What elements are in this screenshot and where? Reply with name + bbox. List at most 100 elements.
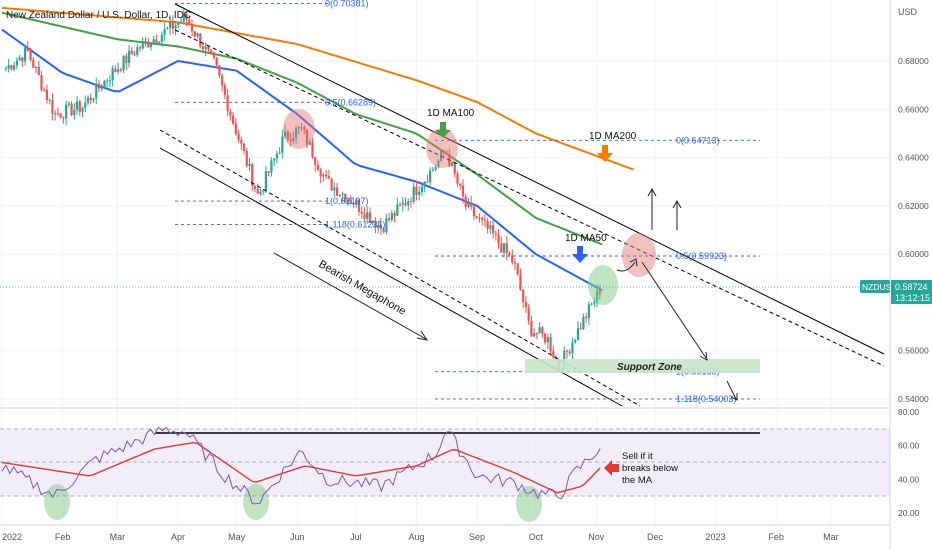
candle-body — [311, 141, 314, 158]
fib-label: 0(0.64713) — [676, 135, 720, 145]
candle-body — [114, 68, 117, 72]
x-tick-label: Sep — [469, 532, 485, 542]
candle-body — [472, 206, 476, 217]
candle-body — [158, 41, 161, 43]
megaphone-upper-line — [174, 3, 885, 355]
candle-body — [593, 301, 596, 304]
candle-body — [412, 186, 415, 202]
candle-body — [7, 65, 10, 69]
candle-body — [508, 252, 511, 256]
ma200-label: 1D MA200 — [589, 131, 637, 142]
candle-body — [303, 127, 306, 130]
candle-body — [95, 83, 98, 99]
candle-body — [166, 27, 169, 30]
ma-line-1d-ma200 — [1, 6, 634, 171]
curve-arrowhead — [629, 258, 638, 267]
rsi-y-tick-label: 80.00 — [898, 407, 920, 417]
candle-body — [117, 69, 120, 72]
drop-arrowhead-1 — [699, 351, 708, 361]
rsi-band — [0, 429, 890, 496]
candle-body — [497, 234, 500, 244]
candle-body — [122, 55, 125, 71]
x-tick-labels: 2022 Feb Mar Apr May Jun Jul Aug Sep Oct Nov Dec 202… — [0, 524, 890, 542]
candle-body — [185, 13, 188, 20]
candle-body — [215, 57, 218, 66]
rsi-low-circle-may — [243, 484, 269, 520]
candle-body — [242, 143, 246, 152]
candle-body — [278, 152, 281, 154]
candle-body — [89, 97, 92, 101]
candle-body — [294, 128, 298, 138]
candle-body — [382, 228, 385, 233]
candle-body — [368, 212, 372, 223]
y-tick-label: 0.56000 — [898, 346, 929, 356]
x-tick-label: Nov — [588, 532, 605, 542]
megaphone-upper-dashed — [174, 29, 885, 367]
candle-body — [210, 49, 213, 53]
candle-body — [237, 133, 240, 140]
candle-body — [125, 55, 128, 63]
candle-body — [26, 47, 29, 51]
candle-body — [516, 263, 519, 275]
candle-body — [273, 158, 276, 161]
candle-body — [355, 199, 358, 205]
candle-body — [155, 39, 158, 43]
candle-body — [349, 199, 352, 204]
candle-body — [305, 129, 309, 145]
candle-body — [437, 160, 440, 168]
candle-body — [587, 304, 590, 319]
y-tick-label: 0.54000 — [898, 394, 929, 404]
candle-body — [478, 217, 481, 219]
candle-body — [500, 243, 503, 253]
candle-body — [330, 178, 333, 191]
candle-body — [196, 33, 199, 37]
candle-body — [119, 69, 122, 71]
candle-body — [160, 34, 164, 42]
candle-body — [169, 21, 172, 28]
candle-body — [314, 157, 317, 165]
resistance-circle-jun — [283, 109, 315, 149]
candle-body — [234, 123, 237, 134]
candle-body — [505, 243, 508, 253]
candle-body — [245, 151, 248, 166]
candle-body — [467, 202, 470, 207]
candle-body — [283, 131, 287, 137]
candle-body — [519, 274, 522, 290]
candle-body — [21, 57, 24, 62]
candle-body — [344, 193, 347, 202]
candle-body — [286, 131, 289, 140]
candle-body — [32, 59, 35, 68]
candle-body — [442, 151, 445, 153]
candle-body — [130, 50, 133, 55]
candle-body — [363, 213, 366, 219]
candle-body — [67, 103, 70, 105]
candle-body — [538, 327, 541, 334]
megaphone-arrowhead — [416, 330, 429, 341]
candle-body — [18, 57, 21, 61]
ma50-test-circle — [588, 265, 618, 305]
candle-body — [48, 99, 51, 101]
candle-body — [133, 54, 136, 56]
candle-body — [23, 47, 27, 62]
candle-body — [527, 307, 530, 321]
candle-body — [511, 255, 514, 263]
candle-body — [289, 139, 292, 142]
candle-body — [585, 316, 588, 319]
candle-body — [111, 68, 114, 81]
candle-body — [13, 65, 16, 70]
candle-body — [223, 85, 226, 96]
candle-body — [37, 66, 40, 76]
candle-body — [396, 204, 399, 216]
candle-body — [464, 196, 467, 207]
support-zone-label: Support Zone — [617, 362, 682, 373]
candle-body — [461, 185, 465, 197]
candle-body — [73, 109, 76, 116]
candle-body — [292, 137, 295, 142]
candle-body — [576, 328, 580, 341]
ma50-arrow — [572, 246, 588, 263]
candle-body — [420, 186, 424, 192]
curve-arrow — [616, 261, 636, 272]
candle-body — [486, 220, 489, 229]
candle-body — [56, 113, 60, 115]
candle-body — [100, 88, 103, 90]
